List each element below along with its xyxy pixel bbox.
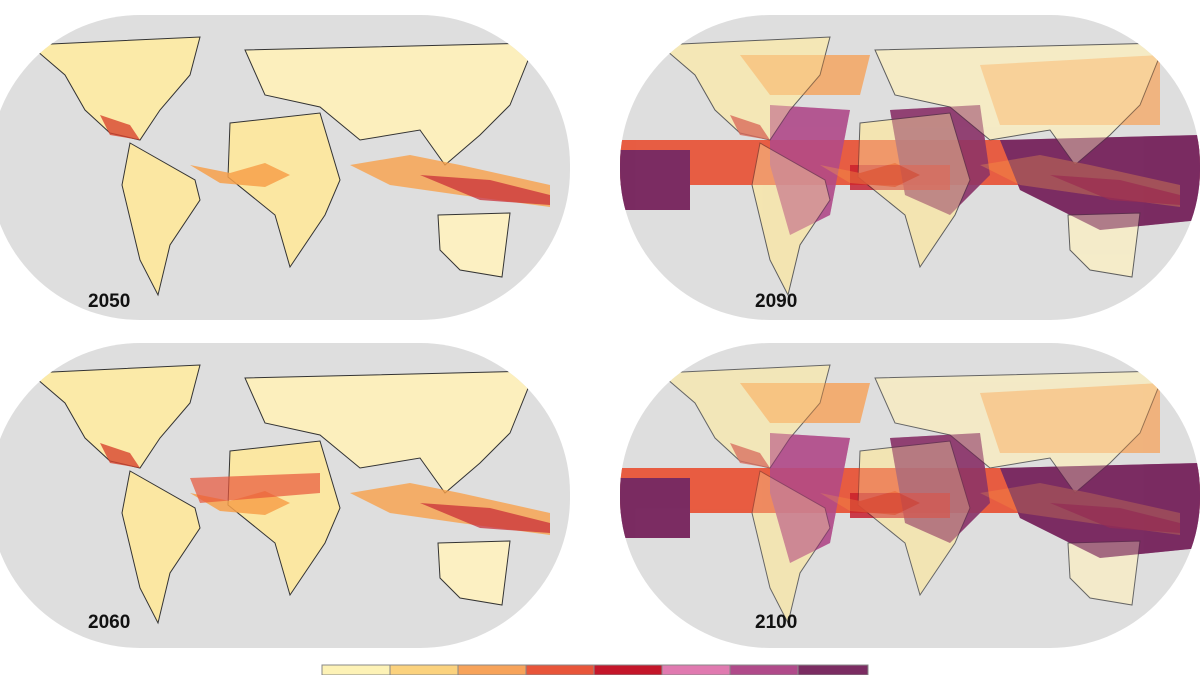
panel-label: 2060 bbox=[88, 612, 130, 633]
map-panel: 2060 bbox=[0, 343, 570, 648]
map-panel: 2090 bbox=[620, 15, 1200, 320]
panel-label: 2090 bbox=[755, 291, 797, 312]
map-panel: 2050 bbox=[0, 15, 570, 320]
map-panel: 2100 bbox=[620, 343, 1200, 648]
panel-label: 2050 bbox=[88, 291, 130, 312]
color-legend bbox=[321, 664, 869, 675]
panel-label: 2100 bbox=[755, 612, 797, 633]
